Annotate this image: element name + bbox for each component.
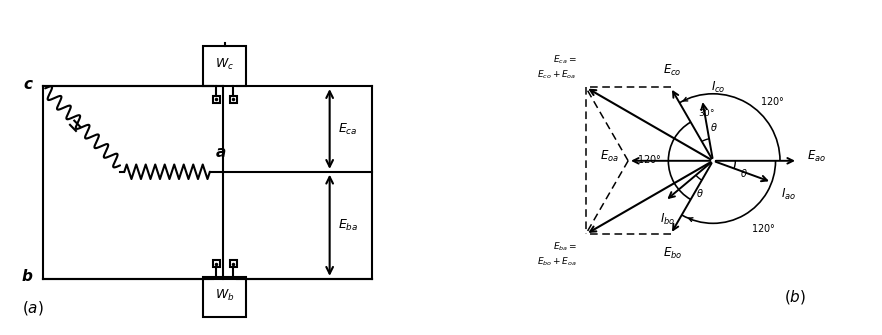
Text: $W_c$: $W_c$ [215,57,235,72]
Text: $\theta$: $\theta$ [710,121,718,133]
Text: $30°$: $30°$ [698,108,715,119]
Bar [230,260,237,267]
Text: $\theta$: $\theta$ [697,187,704,199]
Text: $E_{co}$: $E_{co}$ [663,63,682,78]
Text: $E_{ba}=$
$E_{bo}+E_{oa}$: $E_{ba}=$ $E_{bo}+E_{oa}$ [537,241,577,268]
Text: $(a)$: $(a)$ [22,299,43,317]
Text: $I_{co}$: $I_{co}$ [711,80,726,95]
Text: b: b [21,269,33,284]
Bar [213,260,220,267]
Text: $I_{ao}$: $I_{ao}$ [781,187,796,202]
Text: $W_b$: $W_b$ [215,288,235,303]
Text: $E_{ao}$: $E_{ao}$ [807,149,826,164]
Text: $E_{bo}$: $E_{bo}$ [663,246,683,261]
Bar [204,277,246,317]
Bar [230,95,237,103]
Text: $E_{oa}$: $E_{oa}$ [601,149,619,164]
Text: $120°$: $120°$ [760,95,785,108]
Text: $E_{ba}$: $E_{ba}$ [338,218,358,233]
Text: $120°$: $120°$ [751,222,775,233]
Text: $E_{ca}=$
$E_{co}+E_{oa}$: $E_{ca}=$ $E_{co}+E_{oa}$ [537,54,577,81]
Text: $(b)$: $(b)$ [784,288,807,306]
Text: a: a [215,145,226,160]
Bar [204,46,246,86]
Text: $E_{ca}$: $E_{ca}$ [338,122,358,137]
Text: c: c [23,77,33,91]
Text: $I_{bo}$: $I_{bo}$ [660,212,675,227]
Bar [213,95,220,103]
Text: $120°$: $120°$ [637,152,662,164]
Text: $\theta$: $\theta$ [740,168,748,180]
